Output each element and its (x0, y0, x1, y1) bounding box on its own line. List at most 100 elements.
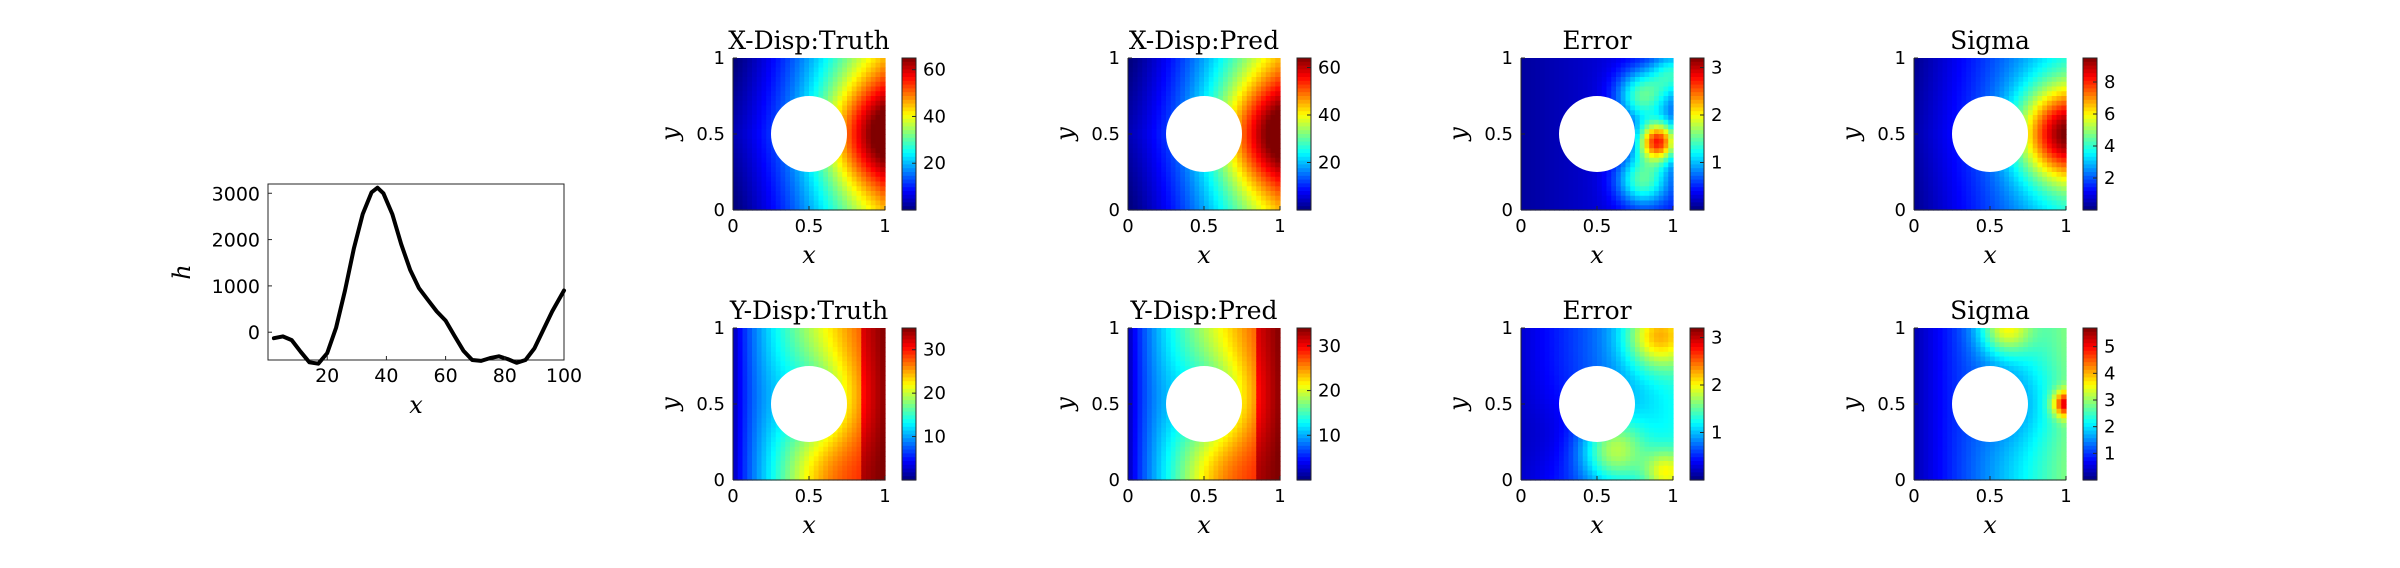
heatmap-cell (2052, 82, 2057, 87)
heatmap-cell (762, 96, 767, 101)
heatmap-cell (1142, 158, 1147, 163)
heatmap-cell (1645, 68, 1650, 73)
heatmap-cell (857, 182, 862, 187)
heatmap-cell (847, 177, 852, 182)
colorbar-segment (1297, 153, 1311, 157)
heatmap-cell (1621, 96, 1626, 101)
heatmap-cell (1237, 87, 1242, 92)
heatmap-cell (733, 418, 738, 423)
heatmap-cell (876, 177, 881, 182)
heatmap-cell (1659, 72, 1664, 77)
heatmap-cell (1924, 201, 1929, 206)
heatmap-cell (1645, 177, 1650, 182)
heatmap-cell (1218, 63, 1223, 68)
heatmap-cell (2028, 115, 2033, 120)
heatmap-cell (809, 361, 814, 366)
heatmap-cell (781, 442, 786, 447)
heatmap-cell (1545, 172, 1550, 177)
heatmap-cell (2057, 87, 2062, 92)
heatmap-cell (1635, 144, 1640, 149)
heatmap-cell (1559, 63, 1564, 68)
heatmap-cell (1664, 186, 1669, 191)
heatmap-cell (2028, 110, 2033, 115)
heatmap-cell (1573, 186, 1578, 191)
heatmap-cell (1157, 196, 1162, 201)
heatmap-cell (838, 63, 843, 68)
heatmap-cell (1569, 77, 1574, 82)
heatmap-cell (1252, 115, 1257, 120)
heatmap-cell (1947, 191, 1952, 196)
heatmap-cell (1630, 201, 1635, 206)
colorbar-tick-label: 1 (1711, 153, 1722, 174)
heatmap-cell (1157, 82, 1162, 87)
heatmap-cell (1966, 87, 1971, 92)
heatmap-cell (1521, 167, 1526, 172)
heatmap-cell (776, 328, 781, 333)
heatmap-cell (804, 186, 809, 191)
heatmap-cell (847, 82, 852, 87)
heatmap-cell (1261, 82, 1266, 87)
heatmap-cell (743, 182, 748, 187)
heatmap-cell (876, 129, 881, 134)
heatmap-cell (1645, 134, 1650, 139)
heatmap-cell (1924, 82, 1929, 87)
heatmap-cell (1138, 96, 1143, 101)
heatmap-cell (1962, 58, 1967, 63)
heatmap-cell (1521, 139, 1526, 144)
heatmap-cell (771, 201, 776, 206)
heatmap-cell (876, 77, 881, 82)
heatmap-cell (857, 186, 862, 191)
colorbar-segment (2083, 96, 2097, 100)
heatmap-cell (1649, 153, 1654, 158)
heatmap-cell (1914, 63, 1919, 68)
heatmap-cell (1133, 129, 1138, 134)
heatmap-cell (757, 58, 762, 63)
heatmap-cell (1952, 153, 1957, 158)
heatmap-cell (1271, 110, 1276, 115)
x-axis-label: x (409, 391, 423, 419)
heatmap-cell (1247, 101, 1252, 106)
heatmap-cell (1157, 63, 1162, 68)
heatmap-cell (1550, 115, 1555, 120)
heatmap-cell (1228, 167, 1233, 172)
heatmap-cell (823, 72, 828, 77)
heatmap-cell (861, 153, 866, 158)
heatmap-cell (1271, 106, 1276, 111)
heatmap-cell (1526, 148, 1531, 153)
heatmap-cell (852, 172, 857, 177)
heatmap-cell (743, 201, 748, 206)
heatmap-cell (1237, 82, 1242, 87)
heatmap-cell (1166, 77, 1171, 82)
heatmap-cell (866, 186, 871, 191)
heatmap-cell (2047, 191, 2052, 196)
heatmap-cell (1157, 191, 1162, 196)
heatmap-cell (1654, 120, 1659, 125)
heatmap-cell (1166, 87, 1171, 92)
heatmap-cell (2042, 158, 2047, 163)
heatmap-cell (762, 115, 767, 120)
heatmap-cell (2047, 91, 2052, 96)
heatmap-cell (766, 91, 771, 96)
heatmap-cell (1645, 120, 1650, 125)
heatmap-cell (1531, 191, 1536, 196)
heatmap-cell (738, 371, 743, 376)
heatmap-cell (733, 201, 738, 206)
heatmap-cell (1138, 68, 1143, 73)
heatmap-cell (2004, 77, 2009, 82)
heatmap-cell (733, 68, 738, 73)
heatmap-cell (1535, 139, 1540, 144)
heatmap-cell (2038, 134, 2043, 139)
heatmap-cell (1218, 191, 1223, 196)
heatmap-cell (1180, 91, 1185, 96)
y-tick-label: 0.5 (1091, 124, 1120, 145)
heatmap-cell (1540, 58, 1545, 63)
heatmap-cell (762, 338, 767, 343)
heatmap-cell (1654, 186, 1659, 191)
heatmap-cell (776, 456, 781, 461)
heatmap-cell (1592, 172, 1597, 177)
heatmap-cell (804, 452, 809, 457)
heatmap-cell (1526, 72, 1531, 77)
heatmap-cell (1233, 87, 1238, 92)
heatmap-cell (766, 148, 771, 153)
heatmap-cell (752, 120, 757, 125)
